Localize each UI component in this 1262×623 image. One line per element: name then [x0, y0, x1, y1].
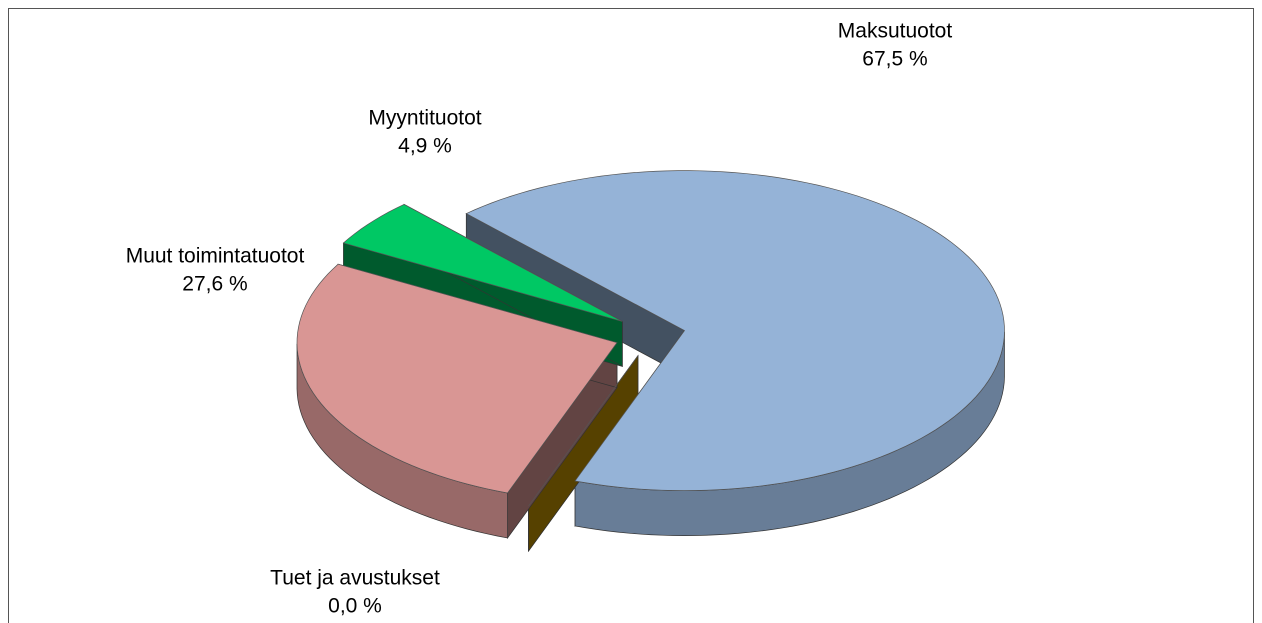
slice-tops	[296, 170, 1005, 507]
labels: Maksutuotot 67,5 % Tuet ja avustukset 0,0 %…	[126, 20, 953, 618]
slice-label: Myyntituotot	[368, 107, 481, 130]
slice	[342, 203, 623, 322]
slice	[465, 170, 1005, 491]
slice	[296, 263, 618, 494]
slice-value-label: 67,5 %	[862, 48, 927, 71]
slice-label: Maksutuotot	[838, 20, 953, 43]
slice-label: Tuet ja avustukset	[270, 567, 440, 590]
slice	[528, 355, 639, 507]
slice-value-label: 4,9 %	[398, 135, 452, 158]
slice-value-label: 0,0 %	[328, 595, 382, 618]
slice-label: Muut toimintatuotot	[126, 245, 305, 268]
slice-value-label: 27,6 %	[182, 273, 247, 296]
